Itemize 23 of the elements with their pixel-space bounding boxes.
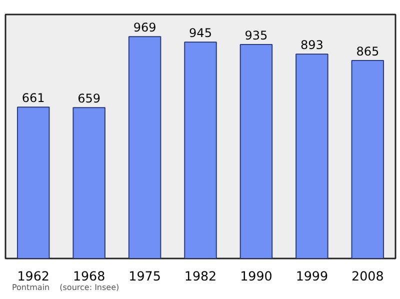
data-label: 661 <box>22 91 45 106</box>
x-tick-label: 1968 <box>72 268 106 284</box>
data-label: 969 <box>133 20 156 35</box>
bar <box>16 106 50 258</box>
bar <box>240 44 273 258</box>
bar <box>128 36 162 258</box>
bar <box>184 42 217 258</box>
x-tick-label: 1990 <box>240 268 272 284</box>
bar <box>296 54 328 258</box>
x-tick-label: 1975 <box>128 268 161 284</box>
x-tick-label: 1982 <box>184 268 217 284</box>
text: (source: Insee) <box>60 283 120 292</box>
data-label: 935 <box>244 28 268 42</box>
x-tick-label: 1962 <box>17 268 50 284</box>
bar <box>72 107 106 258</box>
data-label: 865 <box>356 44 380 58</box>
x-tick-label: 2008 <box>352 268 384 284</box>
data-label: 659 <box>78 92 101 106</box>
x-tick-label: 1999 <box>296 268 328 284</box>
data-label: 945 <box>189 26 212 40</box>
data-label: 893 <box>300 38 324 52</box>
text: Pontmain <box>12 283 50 292</box>
bar <box>351 60 384 258</box>
